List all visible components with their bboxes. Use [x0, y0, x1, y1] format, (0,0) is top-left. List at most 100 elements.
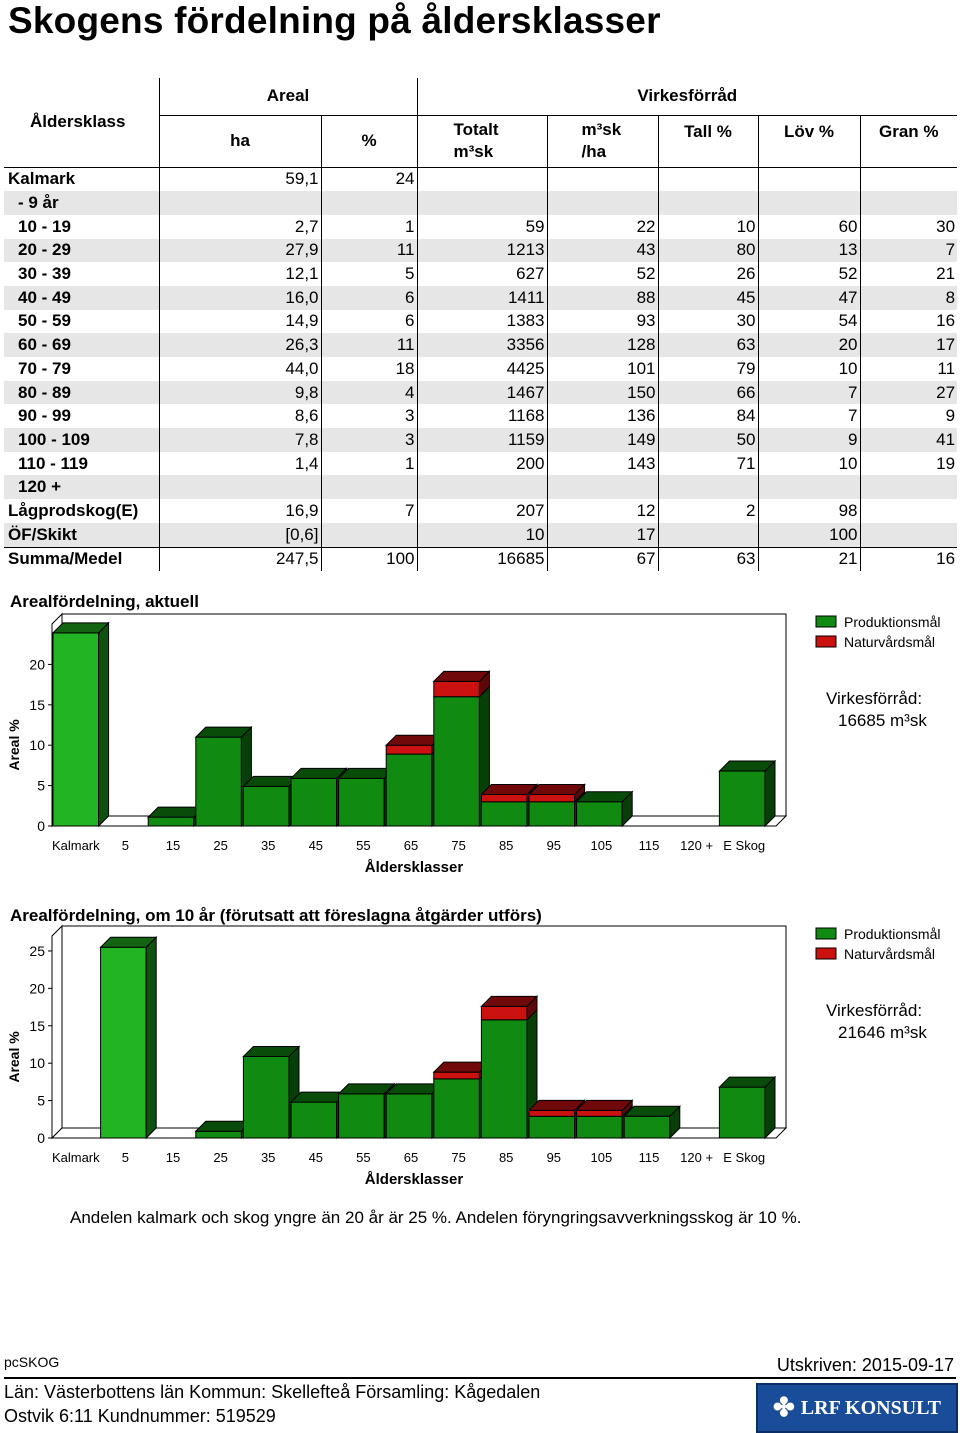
- cell-tall: 63: [658, 333, 759, 357]
- legend-swatch: [815, 927, 837, 940]
- cell-tot: 16685: [417, 546, 548, 572]
- cell-m3: 22: [547, 214, 659, 239]
- x-tick-label: 85: [499, 838, 513, 853]
- legend-swatch: [815, 615, 837, 628]
- bar-produktion-top: [242, 1045, 301, 1057]
- cell-ha: 2,7: [159, 214, 322, 239]
- row-label: 110 - 119: [4, 451, 160, 476]
- bar-produktion: [385, 753, 433, 827]
- chart-areal-aktuell: 0 5 10 15 20 Areal % Kalmark 5 15 25 35 45 55 65 75 85 9…: [0, 610, 960, 885]
- cell-ha: [0,6]: [159, 522, 322, 547]
- bar-produktion-top: [194, 726, 253, 738]
- y-axis-label: Areal %: [6, 1031, 22, 1083]
- cell-tall: 2: [658, 499, 759, 523]
- cell-tall: [658, 522, 759, 547]
- cell-m3: [547, 475, 659, 500]
- cell-tot: 1467: [417, 380, 548, 405]
- chart2-title: Arealfördelning, om 10 år (förutsatt att…: [10, 906, 542, 925]
- cell-lov: 7: [758, 404, 861, 429]
- cell-ha: [159, 475, 322, 500]
- x-tick-label: 95: [547, 838, 561, 853]
- cell-tall: 66: [658, 380, 759, 405]
- cell-lov: 9: [758, 428, 861, 452]
- header-per-ha-label: /ha: [581, 142, 607, 161]
- header-m3sk-label: m³sk: [581, 120, 622, 139]
- row-label: Summa/Medel: [4, 546, 160, 572]
- cell-tot: 627: [417, 262, 548, 286]
- cell-ha: 26,3: [159, 333, 322, 357]
- x-tick-label: Kalmark: [52, 1150, 100, 1165]
- bar-produktion: [52, 632, 100, 827]
- cell-tot: 1383: [417, 309, 548, 334]
- row-label: 10 - 19: [4, 214, 160, 239]
- x-tick-label: 115: [639, 1150, 660, 1165]
- cell-tot: 3356: [417, 333, 548, 357]
- x-tick-label: 15: [166, 838, 180, 853]
- print-date: Utskriven: 2015-09-17: [776, 1355, 954, 1375]
- y-tick-label: 0: [37, 1130, 45, 1146]
- row-label: 30 - 39: [4, 262, 160, 286]
- y-tick-label: 10: [29, 737, 45, 753]
- header-tall: Tall %: [658, 115, 759, 168]
- bar-naturvard: [480, 1005, 528, 1021]
- cell-ha: 9,8: [159, 380, 322, 405]
- cell-m3: 17: [547, 522, 659, 547]
- x-tick-label: E Skog: [723, 838, 765, 853]
- cell-lov: [758, 475, 861, 500]
- bar-produktion: [528, 1115, 576, 1139]
- y-tick-label: 15: [29, 1018, 45, 1034]
- cell-gran: [860, 475, 958, 500]
- x-tick-label: 15: [166, 1150, 180, 1165]
- header-totalt-label: Totalt: [453, 120, 499, 139]
- bar-produktion: [433, 1078, 480, 1139]
- cell-tall: [658, 167, 759, 192]
- software-label: pcSKOG: [4, 1354, 60, 1370]
- cell-m3: 136: [547, 404, 659, 429]
- header-ha: ha: [159, 115, 322, 168]
- cell-lov: 10: [758, 357, 861, 381]
- row-label: 120 +: [4, 475, 160, 500]
- bar-produktion-top: [718, 1076, 777, 1088]
- cell-pct: 1: [321, 214, 418, 239]
- cell-ha: 1,4: [159, 451, 322, 476]
- cell-tot: [417, 475, 548, 500]
- table-row: 70 - 79 44,0 18 4425 101 79 10 11: [4, 357, 957, 381]
- cell-tot: 1168: [417, 404, 548, 429]
- cell-tall: 50: [658, 428, 759, 452]
- cell-tall: 30: [658, 309, 759, 334]
- bar-produktion: [338, 777, 385, 827]
- volume-value: 21646 m³sk: [838, 1023, 927, 1042]
- cell-pct: 18: [321, 357, 418, 381]
- cell-tall: 80: [658, 238, 759, 263]
- cell-pct: 3: [321, 428, 418, 452]
- x-tick-label: 120 +: [680, 1150, 713, 1165]
- chart1-svg: 0 5 10 15 20 Areal % Kalmark 5 15 25 35 45 55 65 75 85 9…: [6, 612, 941, 876]
- bar-naturvard: [433, 680, 480, 698]
- cell-ha: 7,8: [159, 428, 322, 452]
- bar-naturvard-top: [575, 1099, 634, 1111]
- bar-produktion: [385, 1093, 433, 1139]
- cell-tot: 1213: [417, 238, 548, 263]
- cell-lov: 60: [758, 214, 861, 239]
- cell-tall: [658, 191, 759, 215]
- clover-icon: ✤: [772, 1393, 795, 1422]
- cell-gran: 19: [936, 453, 956, 473]
- cell-m3: 93: [547, 309, 659, 334]
- cell-tot: [417, 167, 548, 192]
- cell-lov: 100: [758, 522, 861, 547]
- x-tick-label: 5: [122, 838, 129, 853]
- cell-tall: 71: [658, 451, 759, 476]
- legend-label: Produktionsmål: [844, 926, 941, 942]
- cell-lov: 54: [758, 309, 861, 334]
- cell-ha: 16,0: [159, 285, 322, 310]
- bar-naturvard-top: [527, 783, 586, 795]
- cell-ha: 16,9: [159, 499, 322, 523]
- cell-tall: 63: [658, 546, 759, 572]
- table-row: 40 - 49 16,0 6 1411 88 45 47 8: [4, 285, 958, 310]
- x-tick-label: 65: [404, 838, 418, 853]
- bar-produktion-top: [575, 791, 634, 803]
- table-row: Lågprodskog(E) 16,9 7 207 12 2 98: [4, 499, 957, 523]
- cell-tall: 79: [658, 357, 759, 381]
- cell-tall: 45: [658, 285, 759, 310]
- cell-m3: 88: [547, 285, 659, 310]
